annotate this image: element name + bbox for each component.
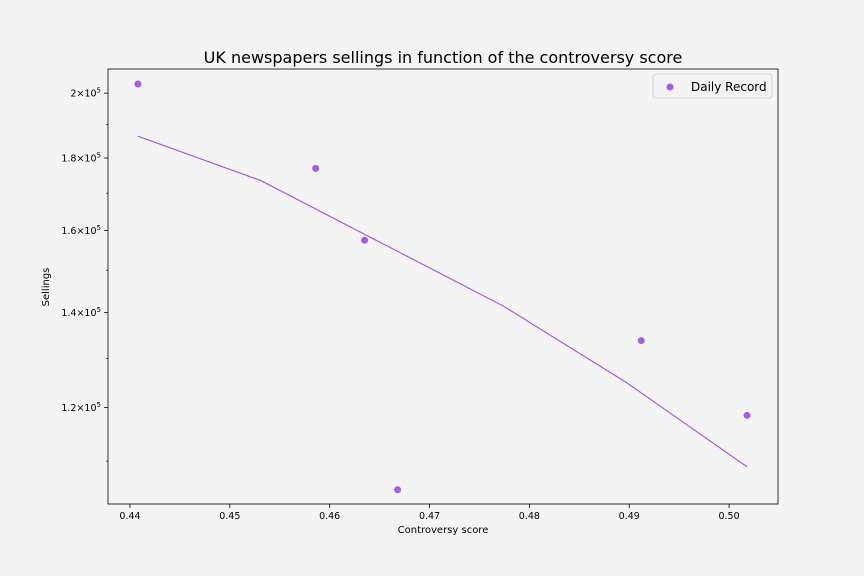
data-point [312, 164, 320, 172]
x-tick-label: 0.49 [619, 511, 640, 522]
plot-area [134, 80, 751, 494]
legend-marker [666, 83, 674, 91]
x-axis-label: Controversy score [398, 525, 489, 536]
x-tick-label: 0.47 [419, 511, 440, 522]
data-point [361, 236, 369, 244]
x-tick-label: 0.50 [718, 511, 739, 522]
x-tick-label: 0.45 [219, 511, 240, 522]
x-tick-label: 0.44 [119, 511, 140, 522]
x-axis: 0.44 0.45 0.46 0.47 0.48 0.49 0.50 [119, 504, 740, 522]
y-tick-label: 1.2×105 [61, 401, 101, 414]
legend: Daily Record [652, 73, 773, 99]
y-axis: 1.2×105 1.4×105 1.6×105 1.8×105 2×105 [61, 87, 108, 462]
y-tick-label: 1.4×105 [61, 306, 101, 319]
legend-box [652, 73, 773, 99]
data-point [134, 80, 142, 88]
y-tick-label: 2×105 [70, 87, 101, 100]
y-axis-label: Sellings [41, 268, 52, 307]
data-point [394, 486, 402, 494]
y-tick-label: 1.6×105 [61, 224, 101, 237]
y-tick-label: 1.8×105 [61, 151, 101, 164]
plot-frame [107, 68, 779, 505]
data-point [637, 337, 645, 345]
chart-title: UK newspapers sellings in function of th… [204, 48, 683, 67]
x-tick-label: 0.48 [519, 511, 540, 522]
data-point [743, 411, 751, 419]
plot-background [108, 69, 778, 504]
trend-line [137, 135, 748, 468]
legend-label: Daily Record [691, 80, 767, 94]
x-tick-label: 0.46 [319, 511, 340, 522]
